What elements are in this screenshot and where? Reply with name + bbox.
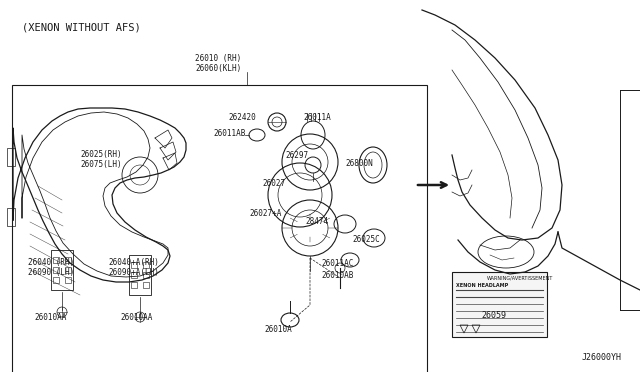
- Text: 26297: 26297: [285, 151, 308, 160]
- Text: 26011AC: 26011AC: [321, 260, 353, 269]
- Text: 26027+A: 26027+A: [249, 208, 282, 218]
- Text: 26090 (LH): 26090 (LH): [28, 269, 74, 278]
- Text: 26027: 26027: [262, 179, 285, 187]
- Text: 26040+A(RH): 26040+A(RH): [108, 259, 159, 267]
- Text: XENON HEADLAMP: XENON HEADLAMP: [456, 283, 508, 288]
- Bar: [51, 250, 73, 290]
- Bar: [53, 277, 59, 283]
- Text: 26010AA: 26010AA: [34, 314, 67, 323]
- Bar: [143, 272, 149, 278]
- Bar: [65, 267, 71, 273]
- Text: 26800N: 26800N: [345, 158, 372, 167]
- Text: 26010A: 26010A: [264, 326, 292, 334]
- Text: 28474: 28474: [305, 218, 328, 227]
- Text: 26011AB: 26011AB: [213, 128, 245, 138]
- Text: 26060(KLH): 26060(KLH): [195, 64, 241, 73]
- Text: 26010AA: 26010AA: [120, 314, 152, 323]
- Text: 26075(LH): 26075(LH): [80, 160, 122, 170]
- Bar: [143, 282, 149, 288]
- Text: 26011A: 26011A: [303, 113, 331, 122]
- Text: (XENON WITHOUT AFS): (XENON WITHOUT AFS): [22, 22, 141, 32]
- Text: 26090+A(LH): 26090+A(LH): [108, 269, 159, 278]
- Bar: [7, 208, 15, 226]
- Text: WARNING/AVERTISSEMENT: WARNING/AVERTISSEMENT: [487, 276, 554, 281]
- Text: 26025C: 26025C: [352, 235, 380, 244]
- Bar: [452, 272, 547, 337]
- Text: 26059: 26059: [481, 311, 506, 320]
- Text: 26025(RH): 26025(RH): [80, 151, 122, 160]
- Bar: [131, 262, 137, 268]
- Text: 262420: 262420: [228, 113, 256, 122]
- Bar: [65, 277, 71, 283]
- Bar: [131, 282, 137, 288]
- Bar: [53, 257, 59, 263]
- Bar: [131, 272, 137, 278]
- Bar: [7, 148, 15, 166]
- Bar: [143, 262, 149, 268]
- Text: J26000YH: J26000YH: [582, 353, 622, 362]
- Bar: [12, 85, 427, 372]
- Bar: [53, 267, 59, 273]
- Bar: [65, 257, 71, 263]
- Text: 26040 (RH): 26040 (RH): [28, 259, 74, 267]
- Text: 26010 (RH): 26010 (RH): [195, 54, 241, 62]
- Bar: [129, 255, 151, 295]
- Text: 26010AB: 26010AB: [321, 270, 353, 279]
